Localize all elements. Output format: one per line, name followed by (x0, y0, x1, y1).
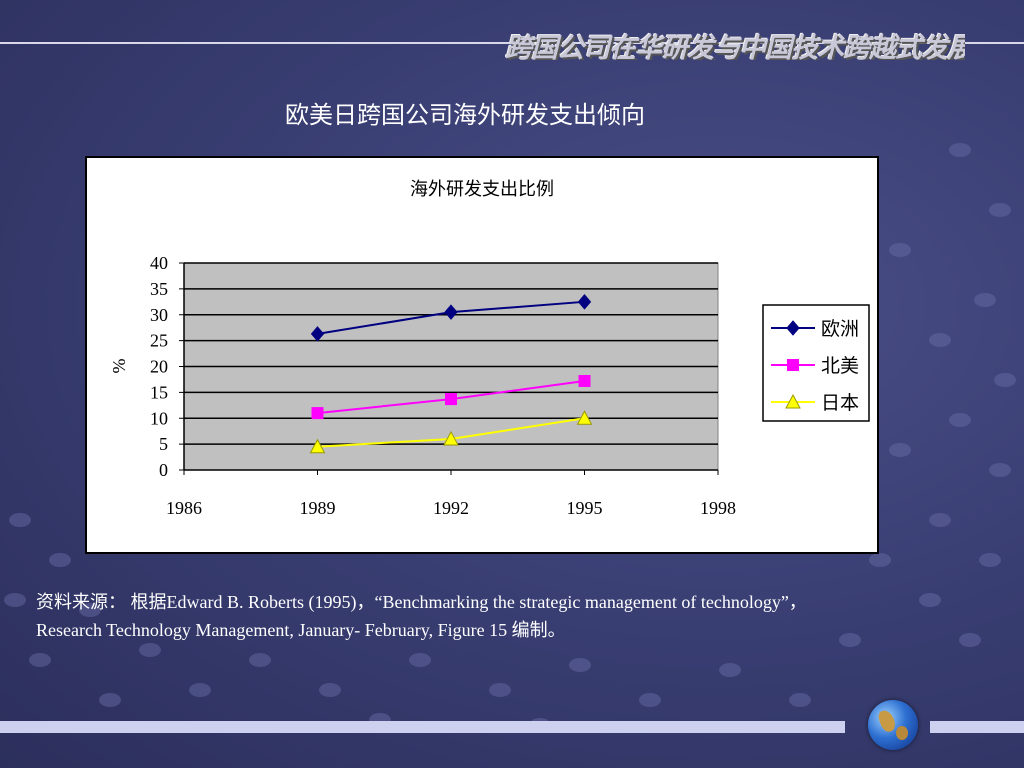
x-tick-label: 1995 (567, 498, 603, 518)
legend-label: 欧洲 (821, 318, 859, 340)
legend-marker (785, 393, 801, 409)
y-tick-label: 10 (150, 408, 168, 428)
legend-label: 北美 (821, 355, 859, 377)
data-point (577, 294, 592, 310)
y-tick-label: 40 (150, 253, 168, 273)
top-divider (0, 42, 1024, 44)
y-tick-label: 20 (150, 357, 168, 377)
data-point (309, 438, 326, 454)
slide-title: 欧美日跨国公司海外研发支出倾向 (285, 101, 645, 129)
x-tick-label: 1992 (433, 498, 469, 518)
y-tick-label: 15 (150, 382, 168, 402)
data-point (578, 374, 591, 387)
y-tick-label: 5 (159, 434, 168, 454)
data-point (445, 393, 457, 406)
data-point (310, 326, 325, 342)
source-line-1: 资料来源： 根据Edward B. Roberts (1995)，“Benchm… (36, 592, 807, 612)
line-chart: 海外研发支出比例 0 5 10 15 20 25 30 35 40 1986 1989 1992 1995… (109, 179, 870, 518)
chart-container: 海外研发支出比例 0 5 10 15 20 25 30 35 40 1986 1989 1992 1995… (85, 156, 879, 554)
source-line-2: Research Technology Management, January-… (36, 620, 566, 640)
bottom-bar-right (930, 721, 1024, 733)
chart-title: 海外研发支出比例 (410, 179, 554, 200)
y-tick-label: 35 (150, 279, 168, 299)
legend-label: 日本 (821, 392, 859, 414)
legend-marker (786, 320, 800, 336)
data-point (576, 410, 593, 425)
source-note: 资料来源： 根据Edward B. Roberts (1995)，“Benchm… (36, 588, 1006, 644)
y-tick-label: 30 (150, 305, 168, 325)
y-tick-label: 25 (150, 331, 168, 351)
data-point (444, 304, 458, 320)
x-tick-label: 1986 (166, 498, 202, 518)
bottom-bar-left (0, 721, 845, 733)
y-tick-label: 0 (159, 460, 168, 480)
data-point (443, 430, 459, 446)
x-tick-label: 1998 (700, 498, 736, 518)
legend-marker (787, 359, 799, 371)
data-point (311, 407, 324, 420)
y-axis-label: % (109, 359, 129, 374)
globe-icon (868, 700, 918, 750)
banner-title: 跨国公司在华研发与中国技术跨越式发展 (505, 33, 965, 60)
x-tick-label: 1989 (300, 498, 336, 518)
